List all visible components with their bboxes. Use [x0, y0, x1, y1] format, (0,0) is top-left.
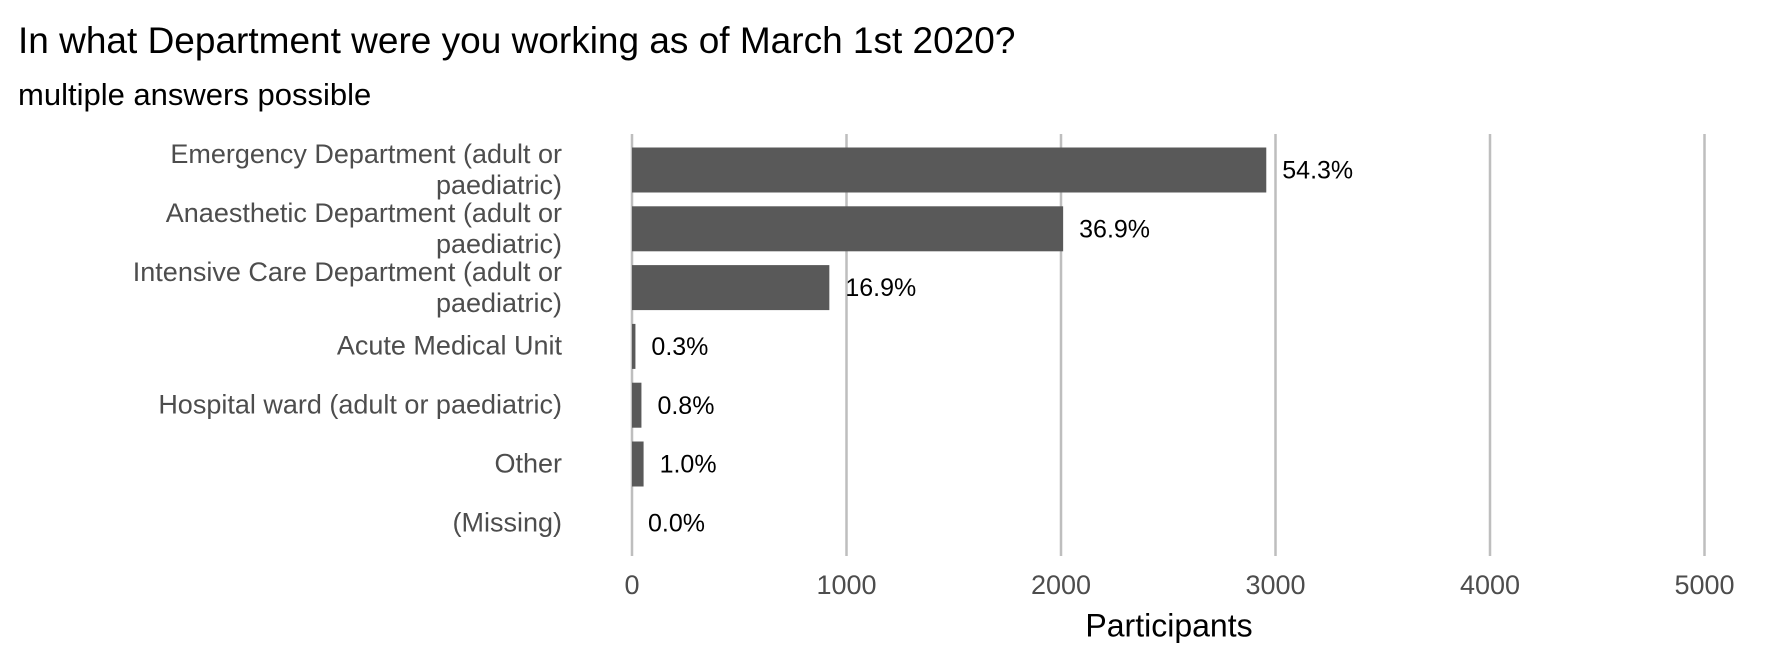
y-tick-label: Hospital ward (adult or paediatric) — [158, 389, 562, 420]
chart-subtitle: multiple answers possible — [18, 77, 371, 112]
x-tick-label: 5000 — [1674, 570, 1734, 600]
x-tick-label: 1000 — [816, 570, 876, 600]
x-tick-label: 4000 — [1460, 570, 1520, 600]
x-tick-label: 3000 — [1245, 570, 1305, 600]
value-label: 36.9% — [1079, 215, 1150, 243]
bar — [632, 323, 636, 369]
bar — [632, 147, 1267, 193]
y-tick-label: (Missing) — [452, 507, 562, 538]
x-axis-title: Participants — [1085, 607, 1252, 643]
bar — [632, 382, 642, 428]
bar — [632, 206, 1064, 252]
value-label: 0.8% — [657, 392, 714, 420]
value-label: 0.0% — [648, 509, 705, 537]
x-tick-label: 0 — [624, 570, 639, 600]
bar — [632, 441, 644, 487]
y-tick-label: Acute Medical Unit — [336, 330, 562, 361]
bar — [632, 265, 830, 311]
y-tick-label: Anaesthetic Department (adult or paediat… — [165, 197, 562, 259]
value-label: 16.9% — [845, 274, 916, 302]
value-label: 1.0% — [660, 451, 717, 479]
y-tick-label: Intensive Care Department (adult or paed… — [132, 256, 562, 318]
x-tick-label: 2000 — [1031, 570, 1091, 600]
value-label: 54.3% — [1282, 157, 1353, 185]
chart-title: In what Department were you working as o… — [18, 20, 1015, 61]
y-tick-label: Other — [494, 448, 562, 479]
y-tick-label: Emergency Department (adult or paediatri… — [170, 139, 562, 200]
value-label: 0.3% — [651, 333, 708, 361]
